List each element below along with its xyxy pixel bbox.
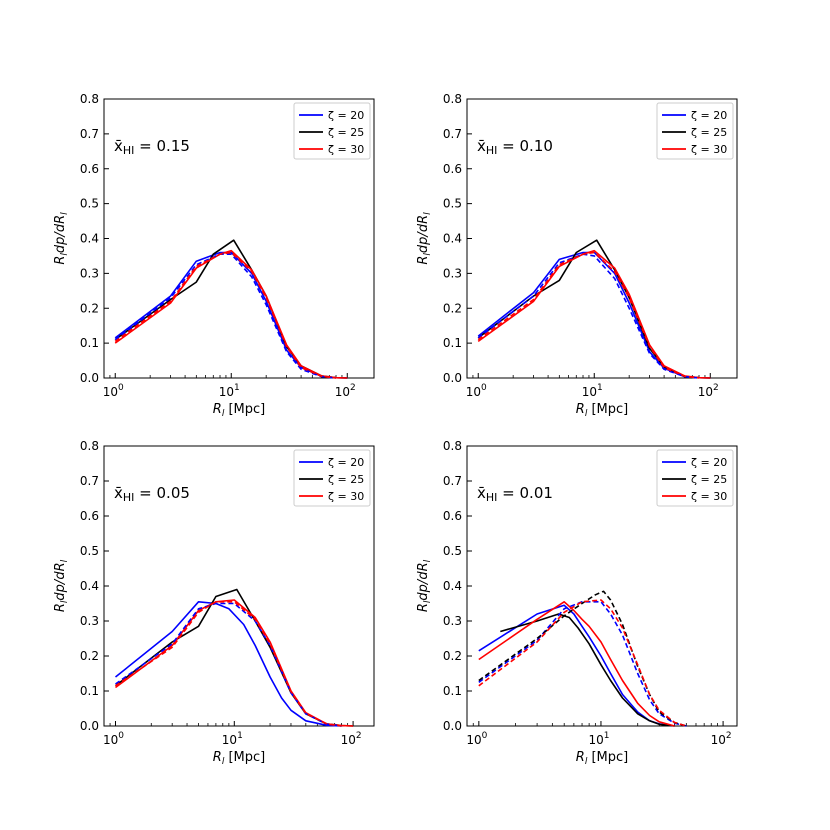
- legend-box: [293, 102, 371, 160]
- legend-label: ζ = 20: [328, 109, 364, 122]
- legend-box: [293, 449, 371, 507]
- x-tick-label: 101: [588, 731, 609, 747]
- legend-label: ζ = 30: [328, 143, 364, 156]
- y-axis-label: Rldp/dRl: [416, 559, 433, 612]
- y-tick-label: 0.1: [80, 336, 99, 350]
- x-tick-label: 102: [341, 731, 362, 747]
- y-tick-label: 0.7: [80, 127, 99, 141]
- y-tick-label: 0.3: [443, 614, 462, 628]
- x-tick-label: 101: [219, 383, 240, 399]
- legend-label: ζ = 30: [691, 490, 727, 503]
- legend-label: ζ = 25: [691, 126, 727, 139]
- x-axis-label: Rl [Mpc]: [213, 402, 265, 419]
- y-axis-label: Rldp/dRl: [53, 212, 70, 265]
- x-tick-label: 102: [698, 383, 719, 399]
- y-tick-label: 0.7: [80, 474, 99, 488]
- y-tick-label: 0.5: [443, 197, 462, 211]
- y-axis-label: Rldp/dRl: [416, 212, 433, 265]
- panel-2: 0.0 0.1 0.2 0.3 0.4 0.5 0.6 0.7 0.8 100 101 102 Rl […: [416, 92, 738, 419]
- y-tick-label: 0.7: [443, 127, 462, 141]
- y-tick-label: 0.3: [443, 266, 462, 280]
- series-line: [500, 613, 675, 727]
- y-tick-label: 0.0: [443, 371, 462, 385]
- legend-label: ζ = 25: [691, 473, 727, 486]
- series-line: [115, 599, 354, 727]
- y-tick-label: 0.8: [80, 92, 99, 106]
- y-tick-label: 0.2: [80, 301, 99, 315]
- y-tick-label: 0.4: [443, 579, 462, 593]
- x-tick-label: 101: [222, 731, 243, 747]
- y-tick-label: 0.6: [80, 162, 99, 176]
- y-tick-label: 0.4: [80, 232, 99, 246]
- y-tick-label: 0.2: [443, 649, 462, 663]
- x-axis-label: Rl [Mpc]: [576, 750, 628, 767]
- y-tick-label: 0.0: [80, 719, 99, 733]
- panel-4: 0.0 0.1 0.2 0.3 0.4 0.5 0.6 0.7 0.8 100 101 102 Rl […: [416, 439, 738, 767]
- y-tick-label: 0.5: [80, 544, 99, 558]
- legend-label: ζ = 20: [691, 456, 727, 469]
- y-tick-label: 0.5: [443, 544, 462, 558]
- y-tick-label: 0.1: [443, 336, 462, 350]
- y-tick-label: 0.7: [443, 474, 462, 488]
- legend-label: ζ = 20: [328, 456, 364, 469]
- panel-1: 0.0 0.1 0.2 0.3 0.4 0.5 0.6 0.7 0.8 100 101 102 Rl […: [53, 92, 375, 419]
- series-line-dashed: [114, 251, 337, 379]
- x-tick-label: 101: [582, 383, 603, 399]
- y-tick-label: 0.1: [443, 684, 462, 698]
- y-tick-label: 0.0: [443, 719, 462, 733]
- y-axis-label: Rldp/dRl: [53, 559, 70, 612]
- x-tick-label: 100: [103, 383, 124, 399]
- y-tick-label: 0.1: [80, 684, 99, 698]
- y-tick-label: 0.5: [80, 197, 99, 211]
- legend-label: ζ = 30: [328, 490, 364, 503]
- y-tick-label: 0.0: [80, 371, 99, 385]
- legend-label: ζ = 25: [328, 473, 364, 486]
- x-axis-label: Rl [Mpc]: [213, 750, 265, 767]
- panel-3: 0.0 0.1 0.2 0.3 0.4 0.5 0.6 0.7 0.8 100 101 102 Rl […: [53, 439, 375, 767]
- y-tick-label: 0.4: [80, 579, 99, 593]
- series-line-dashed: [478, 600, 687, 727]
- panel-annotation: x̄HI = 0.05: [114, 484, 190, 504]
- x-tick-label: 100: [466, 383, 487, 399]
- series-line-dashed: [115, 600, 342, 727]
- series-line-dashed: [477, 253, 700, 379]
- legend-label: ζ = 20: [691, 109, 727, 122]
- y-tick-label: 0.4: [443, 232, 462, 246]
- legend-box: [656, 102, 734, 160]
- series-line: [115, 588, 354, 727]
- series-line: [478, 604, 675, 727]
- panel-annotation: x̄HI = 0.10: [477, 137, 553, 157]
- series-line-dashed: [114, 253, 337, 379]
- series-line: [114, 600, 342, 727]
- legend-label: ζ = 25: [328, 126, 364, 139]
- y-tick-label: 0.8: [443, 439, 462, 453]
- y-tick-label: 0.6: [80, 509, 99, 523]
- y-tick-label: 0.6: [443, 509, 462, 523]
- legend-label: ζ = 30: [691, 143, 727, 156]
- y-tick-label: 0.6: [443, 162, 462, 176]
- series-line-dashed: [478, 599, 687, 727]
- y-tick-label: 0.3: [80, 266, 99, 280]
- x-axis-label: Rl [Mpc]: [576, 402, 628, 419]
- y-tick-label: 0.8: [443, 92, 462, 106]
- y-tick-label: 0.2: [443, 301, 462, 315]
- x-tick-label: 100: [466, 731, 487, 747]
- series-line: [114, 239, 348, 379]
- y-tick-label: 0.8: [80, 439, 99, 453]
- y-tick-label: 0.3: [80, 614, 99, 628]
- y-tick-label: 0.2: [80, 649, 99, 663]
- series-line: [478, 600, 675, 727]
- series-line-dashed: [115, 602, 342, 727]
- panel-annotation: x̄HI = 0.01: [477, 484, 553, 504]
- legend-box: [656, 449, 734, 507]
- series-line-dashed: [478, 590, 687, 727]
- x-tick-label: 100: [103, 731, 124, 747]
- x-tick-label: 102: [335, 383, 356, 399]
- series-line-dashed: [477, 251, 700, 379]
- panel-annotation: x̄HI = 0.15: [114, 137, 190, 157]
- x-tick-label: 102: [711, 731, 732, 747]
